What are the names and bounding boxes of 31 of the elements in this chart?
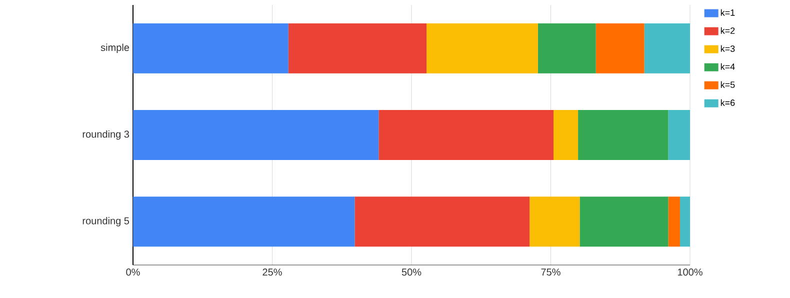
y-tick-label: rounding 3 — [82, 130, 130, 140]
legend-label: k=6 — [720, 99, 735, 106]
x-tick-label: 25% — [262, 268, 282, 276]
bar — [133, 196, 355, 247]
bar — [680, 196, 690, 247]
y-tick-label: simple — [100, 44, 130, 53]
bar — [354, 196, 530, 247]
x-tick-label: 75% — [541, 268, 560, 276]
bar — [580, 196, 668, 247]
x-tick-label: 0% — [126, 268, 140, 276]
bar — [644, 23, 690, 74]
legend-label: k=5 — [720, 81, 735, 88]
bar — [668, 110, 690, 160]
y-tick-label: rounding 5 — [82, 217, 130, 226]
bar — [133, 23, 288, 74]
bar — [596, 23, 644, 74]
bar — [554, 110, 578, 160]
legend-label: k=4 — [720, 63, 735, 70]
x-tick-label: 100% — [678, 268, 702, 276]
legend-label: k=3 — [720, 45, 735, 52]
bar — [288, 23, 427, 74]
bar — [668, 196, 680, 247]
bar — [133, 110, 379, 160]
bar — [426, 23, 538, 74]
x-tick-label: 50% — [402, 268, 422, 276]
legend-label: k=1 — [720, 9, 735, 16]
bar — [378, 110, 554, 160]
bar — [530, 196, 580, 247]
legend-label: k=2 — [720, 27, 735, 34]
bar — [578, 110, 668, 160]
bar — [538, 23, 596, 74]
